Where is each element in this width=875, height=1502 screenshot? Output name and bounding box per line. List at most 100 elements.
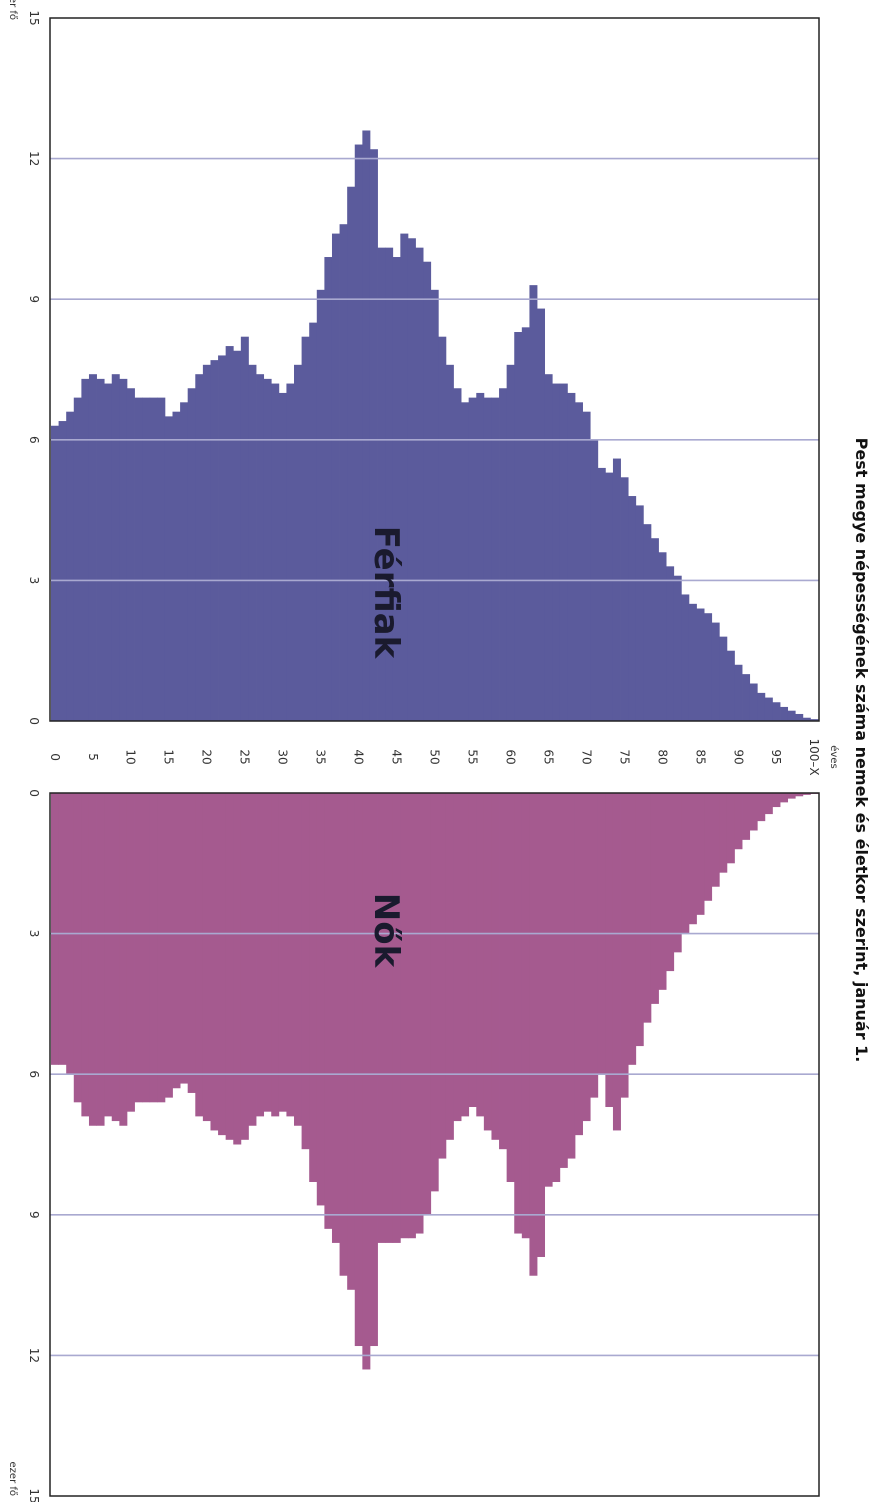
women-bar	[248, 793, 257, 1126]
men-bar	[567, 392, 576, 721]
women-bar	[331, 793, 340, 1243]
women-bar	[688, 793, 697, 925]
women-bar	[666, 793, 675, 972]
women-bar	[369, 793, 378, 1347]
women-bar	[673, 793, 682, 953]
men-bar	[218, 355, 227, 721]
men-bar	[385, 247, 394, 721]
age-tick-label: 25	[238, 749, 252, 764]
women-bar	[415, 793, 424, 1234]
men-bar	[88, 374, 97, 721]
men-bar	[438, 336, 447, 721]
women-value-tick-label: 6	[27, 1070, 41, 1078]
women-bar	[468, 793, 477, 1108]
women-bar	[711, 793, 720, 887]
women-bar	[445, 793, 454, 1140]
men-bar	[149, 397, 158, 721]
women-bar	[491, 793, 500, 1140]
women-bar	[240, 793, 249, 1140]
women-bar	[142, 793, 151, 1103]
men-bar	[256, 374, 265, 721]
women-bar	[650, 793, 659, 1004]
women-unit-label: ezer fő	[7, 1462, 19, 1496]
women-bar	[354, 793, 363, 1347]
women-bar	[271, 793, 280, 1117]
men-bar	[635, 505, 644, 721]
men-bar	[658, 552, 667, 721]
men-bar	[521, 327, 530, 721]
women-bar	[73, 793, 82, 1103]
men-bar	[506, 364, 515, 721]
men-bar	[271, 383, 280, 721]
women-bar	[461, 793, 470, 1117]
men-bar	[552, 383, 561, 721]
women-bar	[772, 793, 781, 808]
women-bar	[726, 793, 735, 864]
women-bar	[605, 793, 614, 1108]
women-bar	[81, 793, 90, 1117]
women-bar	[126, 793, 135, 1112]
men-bar	[142, 397, 151, 721]
men-bar	[278, 392, 287, 721]
women-value-ticks: 0 3 6 9 12 15	[27, 789, 41, 1502]
women-bar	[119, 793, 128, 1126]
men-unit-label: ezer fő	[7, 0, 19, 20]
women-bar	[780, 793, 789, 803]
men-bar	[757, 692, 766, 721]
women-value-tick-label: 0	[27, 789, 41, 797]
women-bar	[278, 793, 287, 1112]
men-series-label: Férfiak	[366, 526, 406, 660]
age-tick-label: 90	[731, 749, 745, 764]
men-bar	[772, 702, 781, 721]
women-bar	[438, 793, 447, 1159]
women-bar	[643, 793, 652, 1023]
women-bar	[453, 793, 462, 1122]
age-tick-label: 40	[352, 749, 366, 764]
men-bar	[726, 650, 735, 721]
women-bar	[385, 793, 394, 1243]
men-bar	[423, 261, 432, 721]
women-bar	[742, 793, 751, 840]
men-bar	[225, 346, 234, 721]
women-bar	[430, 793, 439, 1192]
men-bar	[499, 388, 508, 721]
men-bar	[787, 710, 796, 721]
men-bar	[704, 613, 713, 721]
men-bar	[58, 421, 67, 721]
age-tick-label: 65	[541, 749, 555, 764]
men-bar	[711, 622, 720, 721]
men-bar	[537, 308, 546, 721]
women-bar	[225, 793, 234, 1140]
men-bar	[620, 477, 629, 721]
men-bar	[749, 683, 758, 721]
age-tick-label: 50	[428, 749, 442, 764]
men-bar	[582, 411, 591, 721]
men-bar	[73, 397, 82, 721]
age-tick-label: 55	[466, 749, 480, 764]
men-bar	[780, 706, 789, 721]
men-bar	[476, 392, 485, 721]
women-bar	[339, 793, 348, 1276]
women-bar	[681, 793, 690, 934]
women-bar	[377, 793, 386, 1243]
men-bar	[430, 289, 439, 721]
men-bar	[286, 383, 295, 721]
age-tick-label: 30	[276, 749, 290, 764]
men-bar	[514, 332, 523, 721]
men-bar	[309, 322, 318, 721]
men-bar	[612, 458, 621, 721]
men-bar	[377, 247, 386, 721]
women-bar	[134, 793, 143, 1103]
men-bar	[597, 467, 606, 721]
age-tick-label: 80	[655, 749, 669, 764]
men-bar	[202, 364, 211, 721]
women-bars	[51, 793, 819, 1370]
women-value-tick-label: 12	[27, 1348, 41, 1363]
men-bar	[134, 397, 143, 721]
men-bar	[574, 402, 583, 721]
women-bar	[58, 793, 67, 1065]
women-bar	[180, 793, 189, 1084]
men-bar	[764, 697, 773, 721]
men-bar	[559, 383, 568, 721]
